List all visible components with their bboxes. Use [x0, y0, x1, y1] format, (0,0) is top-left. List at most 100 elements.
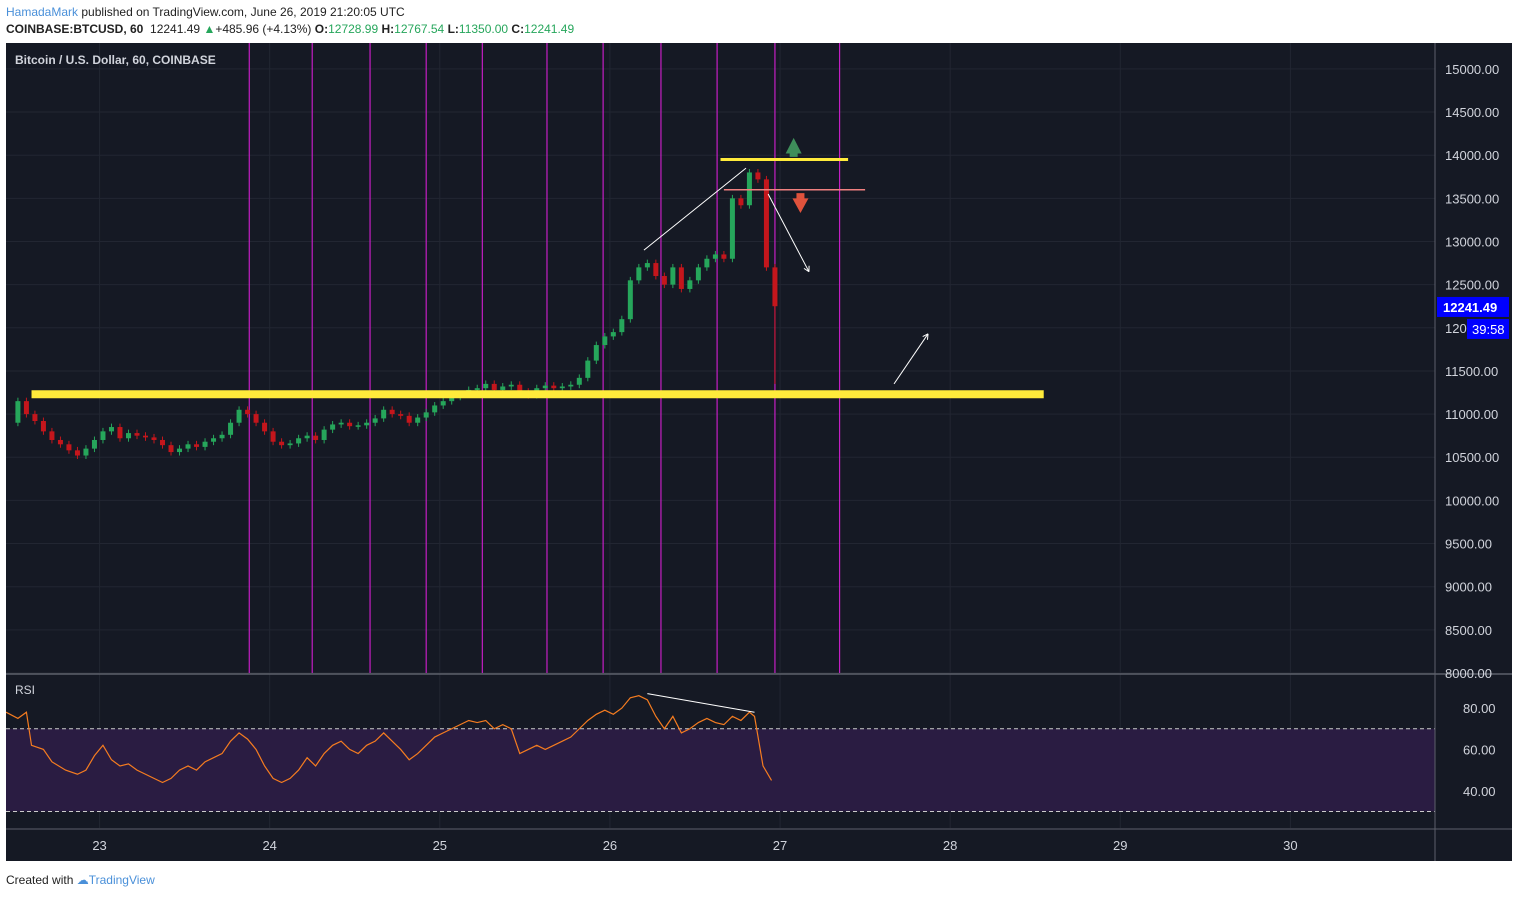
candle-body [160, 439, 166, 446]
candle-body [219, 434, 225, 439]
candle-body [500, 386, 506, 390]
candle-body [211, 438, 217, 442]
candle-body [653, 263, 659, 277]
time-tick-label: 30 [1283, 838, 1297, 853]
candle-body [695, 267, 701, 281]
o-label: O: [314, 22, 329, 36]
candle-body [66, 444, 72, 451]
candle-body [202, 441, 208, 447]
candle-body [142, 435, 148, 438]
candle-body [151, 437, 157, 440]
candle-body [721, 254, 727, 259]
candle-body [100, 431, 106, 440]
candle-body [687, 280, 693, 289]
candle-body [347, 422, 353, 427]
candle-body [40, 421, 46, 432]
red-arrow-icon [792, 193, 809, 214]
candle-body [508, 384, 514, 387]
candle-body [551, 385, 557, 389]
candle-body [321, 429, 327, 440]
price-tick-label: 9000.00 [1445, 580, 1492, 595]
candle-body [670, 267, 676, 285]
price-tick-label: 8500.00 [1445, 623, 1492, 638]
candle-body [593, 345, 599, 361]
time-tick-label: 26 [603, 838, 617, 853]
green-arrow-icon [785, 137, 802, 157]
countdown-tag [1467, 318, 1509, 339]
chart-svg[interactable]: 8000.00 8500.00 9000.00 9500.00 10000.00 1050… [6, 43, 1512, 861]
candle-body [389, 409, 395, 415]
price-tick-label: 13000.00 [1445, 234, 1499, 249]
price-tick-label: 10500.00 [1445, 450, 1499, 465]
c-value: 12241.49 [524, 22, 575, 36]
price-tick-label: 11500.00 [1445, 364, 1498, 379]
down-arrow-head [803, 265, 810, 273]
candle-body [644, 263, 650, 268]
price-tick-label: 8000.00 [1445, 666, 1492, 681]
price-tick-label: 9500.00 [1445, 537, 1492, 552]
candle-body [287, 443, 293, 446]
candle-body [746, 172, 752, 206]
rsi-band [6, 728, 1435, 812]
candle-body [330, 424, 336, 430]
price-tick-label: 10000.00 [1445, 493, 1499, 508]
footer: Created with ☁TradingView [6, 873, 155, 887]
candle-body [729, 198, 735, 259]
candle-body [559, 386, 565, 389]
price-tick-label: 14500.00 [1445, 105, 1499, 120]
author-link[interactable]: HamadaMark [6, 5, 79, 19]
candle-body [228, 422, 234, 435]
price-tick-label: 15000.00 [1445, 62, 1499, 77]
price-tick-label: 14000.00 [1445, 148, 1499, 163]
candle-body [168, 445, 174, 453]
candle-body [279, 441, 285, 446]
rsi-line [6, 695, 773, 784]
rsi-tick-label: 40.00 [1463, 784, 1496, 799]
candle-body [372, 418, 378, 423]
rsi-tick-label: 60.00 [1463, 742, 1496, 757]
candle-body [712, 254, 718, 259]
candle-body [177, 448, 183, 453]
publish-text: published on TradingView.com, June 26, 2… [81, 5, 405, 19]
candle-body [262, 422, 268, 432]
candle-body [449, 396, 455, 402]
h-label: H: [381, 22, 395, 36]
candle-body [117, 427, 123, 439]
candle-body [236, 409, 242, 423]
candle-body [474, 388, 480, 390]
candle-body [576, 377, 582, 385]
down-arrow [767, 193, 810, 272]
candle-body [678, 267, 684, 289]
h-value: 12767.54 [394, 22, 445, 36]
tradingview-link[interactable]: TradingView [88, 873, 155, 887]
countdown-label: 39:58 [1472, 322, 1505, 337]
candle-body [415, 417, 421, 423]
last-price-label: 12241.49 [1443, 300, 1497, 315]
c-label: C: [511, 22, 525, 36]
candle-body [398, 414, 404, 416]
candle-body [49, 431, 55, 440]
ohlc-line: COINBASE:BTCUSD, 60 12241.49 ▲+485.96 (+… [6, 22, 574, 36]
candle-body [83, 448, 89, 456]
candle-body [491, 383, 497, 390]
l-label: L: [447, 22, 459, 36]
candle-body [338, 422, 344, 425]
time-tick-label: 28 [943, 838, 957, 853]
price-tick-label: 13500.00 [1445, 191, 1499, 206]
time-tick-label: 24 [262, 838, 276, 853]
candle-body [296, 438, 302, 444]
candle-body [585, 360, 591, 378]
candle-body [125, 433, 131, 439]
candle-body [57, 439, 63, 445]
candle-body [755, 172, 761, 180]
candle-body [313, 435, 319, 440]
candle-body [15, 401, 21, 423]
candle-body [91, 439, 97, 449]
candle-body [627, 280, 633, 320]
candle-body [763, 179, 769, 268]
price-tick-label: 12500.00 [1445, 278, 1499, 293]
created-text: Created with [6, 873, 74, 887]
candle-body [619, 319, 625, 333]
chart-container[interactable]: 8000.00 8500.00 9000.00 9500.00 10000.00 1050… [6, 43, 1512, 861]
time-tick-label: 23 [92, 838, 106, 853]
